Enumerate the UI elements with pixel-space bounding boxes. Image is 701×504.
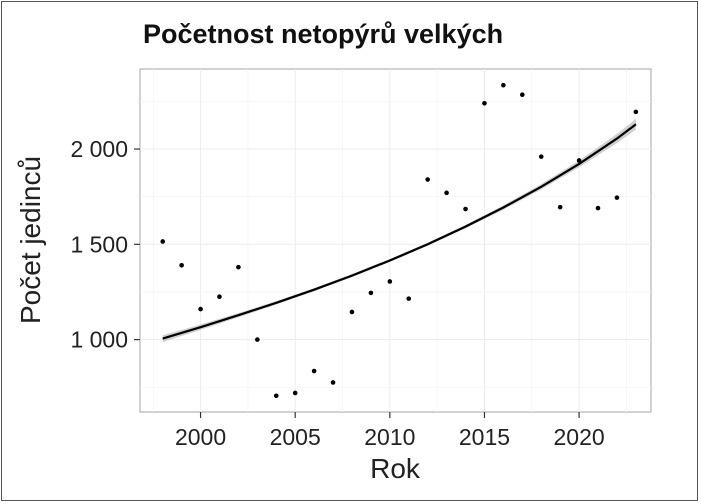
y-tick-label: 2 000 <box>70 136 128 162</box>
trend-curve <box>162 123 637 340</box>
data-point <box>406 296 412 301</box>
y-tick-label: 1 500 <box>70 231 128 257</box>
x-tick-label: 2005 <box>270 424 321 450</box>
data-point <box>557 204 563 210</box>
data-point <box>255 337 260 342</box>
x-tick-label: 2010 <box>364 424 415 450</box>
x-tick-label: 2000 <box>175 424 226 450</box>
x-axis-ticks: 2000 2005 2010 2015 2020 <box>175 412 605 450</box>
data-point <box>425 177 430 182</box>
data-point <box>198 306 203 312</box>
data-point <box>330 380 336 385</box>
data-point <box>614 195 620 200</box>
data-point <box>576 158 582 163</box>
data-point <box>520 92 525 98</box>
trend-line <box>162 123 637 340</box>
data-points <box>160 82 639 399</box>
x-tick-label: 2020 <box>553 424 604 450</box>
data-point <box>501 82 506 88</box>
data-point <box>292 390 298 396</box>
data-point <box>273 393 279 399</box>
data-point <box>349 309 355 315</box>
data-point <box>311 368 317 374</box>
data-point <box>236 264 241 270</box>
data-point <box>179 262 184 268</box>
y-axis-ticks: 1 000 1 500 2 000 <box>70 136 140 353</box>
data-point <box>444 190 449 196</box>
data-point <box>595 205 601 211</box>
x-axis-label: Rok <box>370 453 421 484</box>
data-point <box>387 279 393 284</box>
y-axis-label: Počet jedinců <box>15 156 46 324</box>
x-tick-label: 2015 <box>459 424 510 450</box>
plot-panel <box>139 68 652 413</box>
y-tick-label: 1 000 <box>70 327 128 353</box>
data-point <box>538 154 544 159</box>
gridlines <box>140 69 651 412</box>
chart-title: Početnost netopýrů velkých <box>143 19 503 49</box>
data-point <box>160 239 166 244</box>
data-point <box>463 206 468 212</box>
data-point <box>368 290 374 296</box>
data-point <box>482 101 487 106</box>
data-point <box>217 294 222 300</box>
data-point <box>633 109 639 115</box>
